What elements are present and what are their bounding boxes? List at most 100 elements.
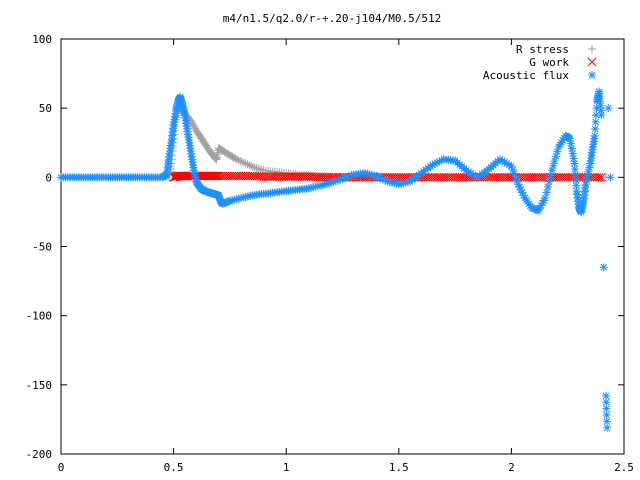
data-point	[243, 171, 253, 181]
data-point	[550, 157, 559, 166]
data-point	[227, 171, 237, 181]
data-point	[295, 172, 305, 181]
data-point	[268, 172, 278, 181]
data-point	[247, 161, 256, 170]
data-point	[585, 163, 594, 172]
data-point	[500, 172, 509, 182]
data-point	[275, 172, 284, 181]
data-point	[232, 155, 241, 164]
data-point	[520, 172, 530, 182]
data-point	[595, 92, 604, 101]
data-point	[293, 172, 302, 181]
data-point	[505, 160, 514, 169]
data-point	[250, 163, 259, 172]
data-point	[221, 171, 230, 181]
data-point	[423, 172, 433, 182]
data-point	[209, 171, 219, 181]
x-tick-label: 0.5	[164, 461, 184, 474]
data-point	[592, 172, 602, 182]
legend-label: R stress	[516, 43, 569, 56]
data-point	[495, 172, 505, 182]
data-point	[272, 172, 282, 181]
data-point	[568, 149, 577, 158]
data-point	[243, 160, 252, 169]
data-point	[443, 172, 453, 182]
legend-label: Acoustic flux	[483, 69, 569, 82]
legend-marker	[588, 45, 596, 53]
data-point	[493, 172, 503, 182]
data-point	[270, 172, 280, 181]
data-point	[218, 171, 228, 181]
data-point	[570, 165, 579, 174]
legend-label: G work	[529, 56, 569, 69]
data-point	[446, 172, 455, 182]
data-point	[594, 172, 604, 182]
data-point	[448, 172, 458, 182]
data-point	[531, 205, 540, 214]
data-point	[599, 263, 608, 272]
data-point	[603, 423, 612, 432]
x-tick-label: 2.5	[614, 461, 634, 474]
data-point	[277, 172, 287, 181]
data-point	[317, 172, 327, 182]
legend-marker	[587, 57, 597, 67]
data-point	[591, 118, 600, 126]
axis-tick-labels: 0 0.5 1 1.5 2 2.5 -200 -150 -100 -50 0 50 100	[26, 33, 634, 474]
data-point	[597, 111, 606, 120]
data-point	[450, 172, 460, 182]
plot-area-frame	[60, 38, 625, 455]
x-tick-label: 0	[58, 461, 65, 474]
data-point	[256, 165, 265, 174]
data-point	[241, 171, 251, 181]
y-tick-label: -150	[26, 379, 53, 392]
data-point	[266, 172, 275, 181]
y-tick-label: 100	[32, 33, 52, 46]
data-point	[234, 171, 244, 181]
data-point	[491, 172, 500, 182]
data-point	[297, 172, 307, 181]
data-point	[563, 172, 573, 182]
data-point	[232, 171, 242, 181]
data-point	[430, 172, 440, 182]
data-point	[248, 162, 257, 171]
data-point	[455, 172, 464, 182]
data-point	[241, 159, 250, 168]
data-point	[541, 194, 550, 203]
data-point	[606, 173, 615, 182]
data-point	[561, 172, 570, 182]
data-point	[432, 172, 442, 182]
data-point	[546, 171, 555, 180]
data-point	[284, 172, 293, 181]
data-point	[252, 164, 261, 173]
data-point	[590, 172, 600, 182]
data-point	[261, 172, 271, 181]
data-point	[437, 172, 446, 182]
data-point	[223, 171, 233, 181]
y-tick-label: 50	[39, 102, 52, 115]
data-point	[590, 131, 599, 140]
data-point	[234, 156, 243, 165]
data-point	[425, 172, 435, 182]
data-point	[597, 172, 606, 182]
data-point	[527, 172, 537, 182]
data-point	[212, 171, 222, 181]
data-point	[510, 169, 519, 178]
data-point	[263, 172, 273, 181]
data-point	[459, 172, 469, 182]
data-point	[554, 172, 564, 182]
data-point	[279, 172, 289, 181]
data-point	[236, 157, 245, 166]
y-tick-label: -200	[26, 448, 53, 461]
data-point	[254, 164, 263, 173]
data-point	[558, 172, 568, 182]
data-point	[299, 172, 309, 181]
x-tick-label: 1.5	[389, 461, 409, 474]
chart-title: m4/n1.5/q2.0/r-+.20-j104/M0.5/512	[223, 12, 442, 25]
data-point	[604, 104, 613, 113]
data-point	[504, 172, 514, 182]
y-tick-label: 0	[45, 171, 52, 184]
data-point	[288, 172, 298, 181]
data-point	[428, 172, 437, 182]
data-point	[216, 171, 226, 181]
data-point	[259, 172, 269, 181]
